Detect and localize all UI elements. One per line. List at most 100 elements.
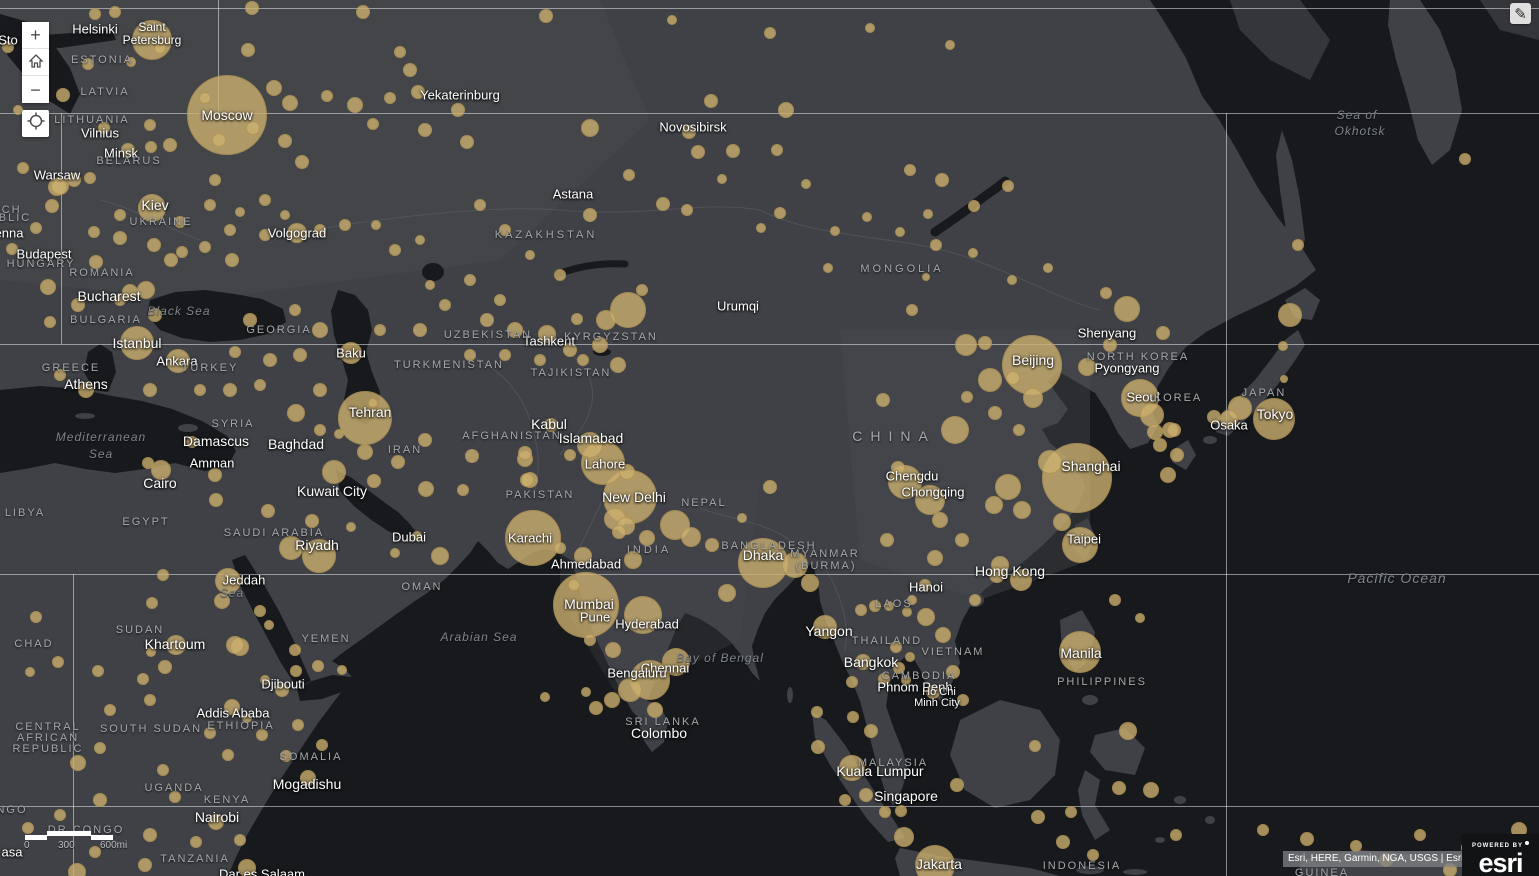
city-population-bubble[interactable] (1007, 275, 1017, 285)
city-population-bubble[interactable] (243, 313, 257, 327)
city-population-bubble[interactable] (1013, 501, 1031, 519)
city-population-bubble[interactable] (1300, 832, 1314, 846)
city-population-bubble[interactable] (157, 764, 169, 776)
city-population-bubble[interactable] (930, 239, 942, 251)
city-population-bubble[interactable] (801, 574, 819, 592)
city-population-bubble[interactable] (1103, 338, 1117, 352)
city-population-bubble[interactable] (830, 226, 840, 236)
city-population-bubble[interactable] (656, 197, 670, 211)
city-population-bubble[interactable] (553, 572, 619, 638)
city-population-bubble[interactable] (259, 194, 271, 206)
city-population-bubble[interactable] (347, 97, 363, 113)
city-population-bubble[interactable] (339, 219, 351, 231)
city-population-bubble[interactable] (194, 384, 206, 396)
city-population-bubble[interactable] (950, 778, 964, 792)
city-population-bubble[interactable] (1253, 398, 1295, 440)
city-population-bubble[interactable] (418, 433, 432, 447)
city-population-bubble[interactable] (78, 382, 94, 398)
city-population-bubble[interactable] (647, 702, 663, 718)
city-population-bubble[interactable] (460, 135, 474, 149)
city-population-bubble[interactable] (40, 279, 56, 295)
city-population-bubble[interactable] (717, 174, 727, 184)
city-population-bubble[interactable] (1013, 424, 1025, 436)
city-population-bubble[interactable] (1010, 569, 1032, 591)
city-population-bubble[interactable] (907, 595, 917, 605)
city-population-bubble[interactable] (122, 284, 138, 300)
city-population-bubble[interactable] (605, 642, 621, 658)
city-population-bubble[interactable] (411, 85, 425, 99)
city-population-bubble[interactable] (507, 322, 523, 338)
city-population-bubble[interactable] (312, 660, 324, 672)
city-population-bubble[interactable] (45, 199, 59, 213)
city-population-bubble[interactable] (1053, 513, 1071, 531)
city-population-bubble[interactable] (1100, 287, 1112, 299)
city-population-bubble[interactable] (563, 343, 577, 357)
city-population-bubble[interactable] (132, 20, 172, 60)
city-population-bubble[interactable] (1257, 824, 1269, 836)
city-population-bubble[interactable] (1147, 424, 1163, 440)
city-population-bubble[interactable] (229, 346, 241, 358)
city-population-bubble[interactable] (146, 647, 156, 657)
city-population-bubble[interactable] (176, 246, 188, 258)
city-population-bubble[interactable] (225, 253, 239, 267)
city-population-bubble[interactable] (337, 665, 347, 675)
city-population-bubble[interactable] (571, 313, 583, 325)
city-population-bubble[interactable] (254, 605, 266, 617)
city-population-bubble[interactable] (901, 675, 911, 685)
city-population-bubble[interactable] (847, 711, 859, 723)
city-population-bubble[interactable] (261, 504, 275, 518)
city-population-bubble[interactable] (922, 273, 930, 281)
city-population-bubble[interactable] (114, 209, 126, 221)
city-population-bubble[interactable] (390, 548, 400, 558)
city-population-bubble[interactable] (226, 636, 244, 654)
city-population-bubble[interactable] (54, 369, 66, 381)
city-population-bubble[interactable] (756, 223, 766, 233)
city-population-bubble[interactable] (811, 706, 823, 718)
city-population-bubble[interactable] (917, 608, 935, 626)
city-population-bubble[interactable] (465, 449, 479, 463)
city-population-bubble[interactable] (718, 584, 736, 602)
city-population-bubble[interactable] (25, 667, 35, 677)
city-population-bubble[interactable] (413, 323, 427, 337)
city-population-bubble[interactable] (932, 512, 948, 528)
city-population-bubble[interactable] (636, 284, 648, 296)
city-population-bubble[interactable] (499, 224, 511, 236)
city-population-bubble[interactable] (1280, 375, 1288, 383)
city-population-bubble[interactable] (554, 542, 566, 554)
city-population-bubble[interactable] (300, 770, 316, 786)
city-population-bubble[interactable] (902, 607, 912, 617)
city-population-bubble[interactable] (865, 23, 875, 33)
city-population-bubble[interactable] (154, 42, 166, 54)
city-population-bubble[interactable] (880, 533, 894, 547)
city-population-bubble[interactable] (969, 594, 981, 606)
city-population-bubble[interactable] (314, 224, 326, 236)
city-population-bubble[interactable] (927, 550, 943, 566)
city-population-bubble[interactable] (2, 41, 14, 53)
city-population-bubble[interactable] (474, 199, 486, 211)
city-population-bubble[interactable] (985, 496, 1003, 514)
city-population-bubble[interactable] (120, 326, 154, 360)
city-population-bubble[interactable] (876, 393, 890, 407)
city-population-bubble[interactable] (98, 122, 110, 134)
city-population-bubble[interactable] (346, 522, 356, 532)
city-population-bubble[interactable] (738, 538, 788, 588)
city-population-bubble[interactable] (568, 579, 580, 591)
city-population-bubble[interactable] (1160, 467, 1176, 483)
city-population-bubble[interactable] (109, 6, 121, 18)
city-population-bubble[interactable] (955, 533, 969, 547)
city-population-bubble[interactable] (223, 383, 237, 397)
city-population-bubble[interactable] (978, 336, 992, 350)
city-population-bubble[interactable] (862, 212, 872, 222)
city-population-bubble[interactable] (164, 253, 178, 267)
city-population-bubble[interactable] (256, 729, 268, 741)
city-population-bubble[interactable] (823, 263, 833, 273)
city-population-bubble[interactable] (144, 694, 156, 706)
city-population-bubble[interactable] (208, 814, 224, 830)
city-population-bubble[interactable] (1414, 829, 1426, 841)
city-population-bubble[interactable] (464, 274, 476, 286)
city-population-bubble[interactable] (56, 88, 70, 102)
city-population-bubble[interactable] (619, 464, 635, 480)
city-population-bubble[interactable] (604, 692, 620, 708)
city-population-bubble[interactable] (204, 199, 216, 211)
city-population-bubble[interactable] (941, 416, 969, 444)
